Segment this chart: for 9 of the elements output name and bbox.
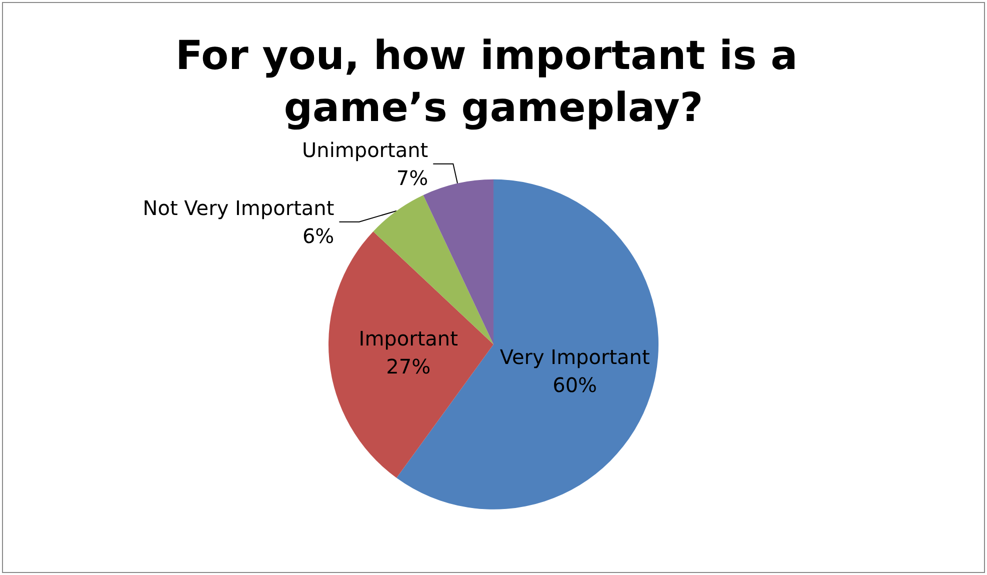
- data-label: 6%: [302, 224, 334, 248]
- slice-label: Important: [358, 326, 458, 350]
- data-label: 7%: [396, 166, 428, 190]
- slice-label: Very Important: [500, 344, 650, 369]
- slice-label: Not Very Important: [142, 196, 334, 220]
- data-label: 60%: [552, 372, 598, 397]
- data-label: 27%: [386, 354, 431, 378]
- slice-label: Unimportant: [302, 138, 428, 162]
- chart-title: For you, how important is a game’s gameplay?: [175, 33, 812, 131]
